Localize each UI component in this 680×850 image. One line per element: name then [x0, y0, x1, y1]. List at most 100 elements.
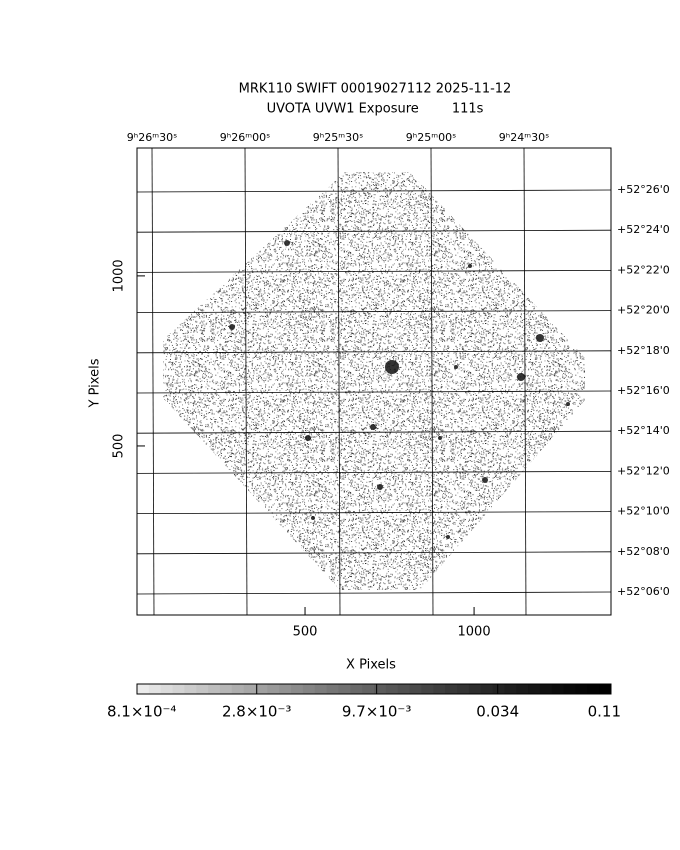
dec-grid-line — [137, 591, 611, 595]
source — [284, 240, 290, 246]
x-axis-label: X Pixels — [346, 658, 396, 673]
colorbar-step — [208, 684, 221, 694]
colorbar-step — [421, 684, 434, 694]
colorbar-step — [279, 684, 292, 694]
colorbar-step — [291, 684, 304, 694]
colorbar — [137, 684, 612, 694]
dec-label: +52°14'0 — [617, 424, 670, 437]
colorbar-step — [374, 684, 387, 694]
colorbar-step — [397, 684, 411, 694]
source — [517, 373, 525, 381]
colorbar-step — [409, 684, 422, 694]
colorbar-step — [231, 684, 245, 694]
ra-label: 9ʰ25ᵐ00ˢ — [406, 131, 456, 144]
colorbar-step — [528, 684, 541, 694]
colorbar-step — [160, 684, 174, 694]
colorbar-step — [433, 684, 446, 694]
dec-label: +52°22'0 — [617, 263, 670, 276]
colorbar-step — [575, 684, 588, 694]
colorbar-step — [219, 684, 233, 694]
colorbar-step — [314, 684, 328, 694]
dec-label: +52°16'0 — [617, 384, 670, 397]
colorbar-step — [492, 684, 505, 694]
ra-grid-line — [151, 148, 155, 615]
ra-label: 9ʰ25ᵐ30ˢ — [313, 131, 363, 144]
source — [229, 324, 235, 330]
dec-grid-line — [137, 310, 611, 314]
source — [454, 365, 458, 369]
colorbar-step — [243, 684, 256, 694]
source — [370, 424, 376, 430]
source — [482, 477, 488, 483]
colorbar-step — [196, 684, 209, 694]
source — [438, 436, 442, 440]
ra-grid-line — [337, 148, 341, 615]
source — [468, 264, 472, 268]
dec-label: +52°10'0 — [617, 505, 670, 518]
dec-label: +52°18'0 — [617, 344, 670, 357]
dec-grid-line — [137, 350, 611, 354]
colorbar-step — [563, 684, 576, 694]
colorbar-step — [539, 684, 553, 694]
y-axis-label: Y Pixels — [88, 358, 103, 408]
dec-label: +52°12'0 — [617, 464, 670, 477]
dec-grid-line — [137, 430, 611, 434]
y-tick-label: 500 — [112, 434, 127, 459]
colorbar-tick-label: 2.8×10⁻³ — [222, 703, 291, 721]
colorbar-step — [456, 684, 470, 694]
source — [311, 516, 315, 520]
colorbar-step — [480, 684, 493, 694]
source — [385, 360, 399, 374]
ra-grid-line — [244, 148, 248, 615]
colorbar-step — [362, 684, 375, 694]
ra-grid-line — [523, 148, 527, 615]
ra-label: 9ʰ24ᵐ30ˢ — [499, 131, 549, 144]
dec-grid-line — [137, 269, 611, 273]
colorbar-tick-label: 9.7×10⁻³ — [342, 703, 411, 721]
dec-label: +52°24'0 — [617, 223, 670, 236]
colorbar-step — [468, 684, 482, 694]
chart-title: MRK110 SWIFT 00019027112 2025-11-12 — [239, 82, 512, 97]
source — [536, 334, 544, 342]
sources — [229, 240, 570, 539]
ra-label: 9ʰ26ᵐ30ˢ — [127, 131, 177, 144]
colorbar-step — [551, 684, 565, 694]
colorbar-step — [599, 684, 612, 694]
colorbar-step — [326, 684, 339, 694]
colorbar-step — [338, 684, 351, 694]
colorbar-step — [587, 684, 600, 694]
colorbar-step — [267, 684, 280, 694]
colorbar-step — [350, 684, 363, 694]
colorbar-step — [445, 684, 458, 694]
colorbar-step — [137, 684, 150, 694]
colorbar-step — [385, 684, 399, 694]
dec-label: +52°06'0 — [617, 585, 670, 598]
colorbar-step — [302, 684, 316, 694]
colorbar-tick-label: 8.1×10⁻⁴ — [107, 703, 176, 721]
source — [446, 535, 450, 539]
dec-label: +52°26'0 — [617, 183, 670, 196]
dec-grid-line — [137, 390, 611, 394]
dec-grid-line — [137, 229, 611, 233]
source — [305, 435, 311, 441]
colorbar-step — [255, 684, 268, 694]
dec-label: +52°08'0 — [617, 545, 670, 558]
x-tick-label: 1000 — [458, 625, 491, 640]
sky-image — [163, 172, 585, 590]
dec-grid-line — [137, 511, 611, 514]
source — [377, 484, 383, 490]
dec-label: +52°20'0 — [617, 304, 670, 317]
source — [566, 402, 570, 406]
colorbar-step — [172, 684, 185, 694]
ra-grid-line — [430, 148, 434, 615]
x-tick-label: 500 — [293, 625, 318, 640]
y-tick-label: 1000 — [112, 259, 127, 292]
colorbar-tick-label: 0.034 — [476, 703, 519, 721]
colorbar-step — [516, 684, 529, 694]
plot-frame — [136, 147, 612, 616]
dec-grid-line — [137, 470, 611, 474]
colorbar-step — [148, 684, 162, 694]
colorbar-tick-label: 0.11 — [588, 703, 621, 721]
colorbar-step — [504, 684, 517, 694]
